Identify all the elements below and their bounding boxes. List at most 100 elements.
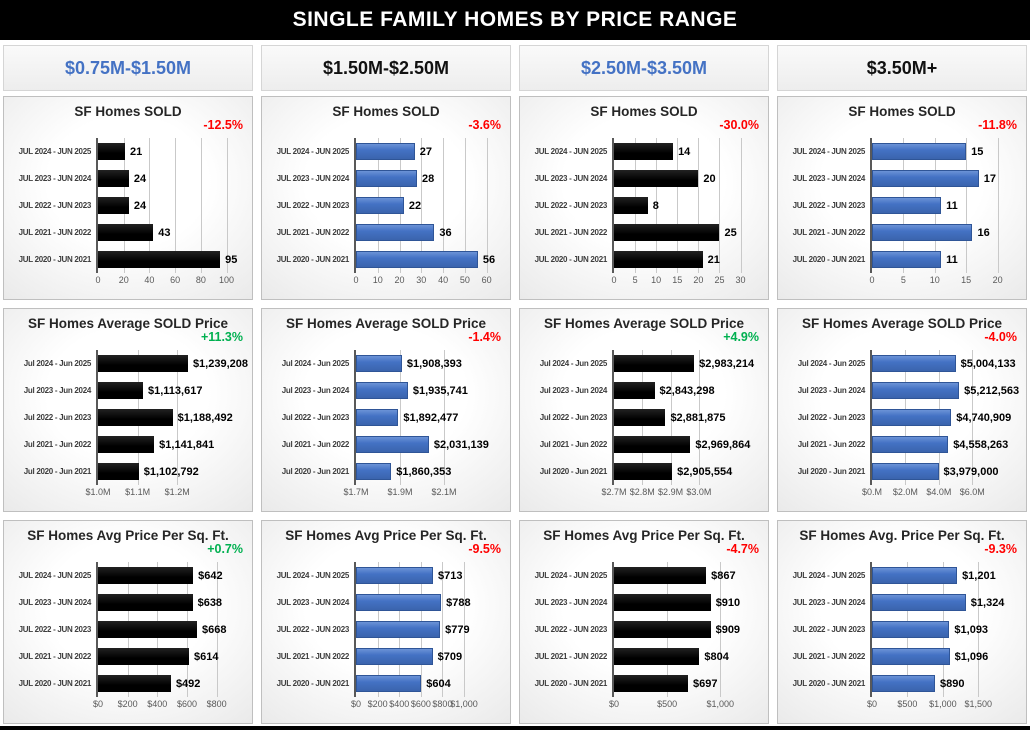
x-tick-label: 15	[961, 275, 972, 285]
bar	[614, 621, 711, 638]
bar-value-label: 27	[419, 145, 433, 158]
gridline	[966, 138, 968, 273]
category-label: Jul 2020 - Jun 2021	[797, 467, 866, 476]
percent-change-label: -3.6%	[468, 118, 501, 132]
x-tick-label: 10	[929, 275, 940, 285]
percent-change-label: +0.7%	[207, 542, 243, 556]
x-tick-label: 0	[95, 275, 101, 285]
category-label: JUL 2021 - JUN 2022	[18, 652, 92, 661]
gridline	[670, 350, 672, 485]
bar	[98, 251, 221, 268]
bar-value-label: $2,881,875	[670, 411, 726, 424]
category-label: JUL 2023 - JUN 2024	[534, 174, 608, 183]
x-tick-label: 30	[416, 275, 427, 285]
bar	[356, 436, 429, 453]
category-label: JUL 2024 - JUN 2025	[276, 147, 350, 156]
x-tick-label: 80	[195, 275, 206, 285]
plot-area-wrap: 21 24 24 43 95 0 20 40 60 80 100	[95, 138, 248, 288]
bar-value-label: 56	[482, 253, 496, 266]
x-tick-label: $3.0M	[686, 487, 712, 497]
category-label: JUL 2020 - JUN 2021	[276, 255, 350, 264]
plot-area: $1,908,393 $1,935,741 $1,892,477 $2,031,139…	[354, 350, 506, 485]
price-range-header-3: $2.50M-$3.50M	[519, 45, 769, 91]
category-label: JUL 2022 - JUN 2023	[18, 625, 92, 634]
chart-body: JUL 2024 - JUN 2025 JUL 2023 - JUN 2024 JU…	[524, 562, 764, 712]
x-tick-label: $600	[410, 699, 431, 709]
x-tick-label: $6.0M	[959, 487, 985, 497]
bar-row: $788	[356, 589, 506, 616]
bar-value-label: $709	[437, 650, 463, 663]
gridline	[400, 350, 401, 485]
price-range-header-2: $1.50M-$2.50M	[261, 45, 511, 91]
bar-row: 43	[98, 219, 248, 246]
bar-row: $713	[356, 562, 506, 589]
price-range-header-row: $0.75M-$1.50M $1.50M-$2.50M $2.50M-$3.50…	[0, 40, 1030, 96]
category-label: Jul 2024 - Jun 2025	[539, 359, 608, 368]
category-label: JUL 2022 - JUN 2023	[792, 625, 866, 634]
bar-value-label: $638	[197, 596, 223, 609]
bar-value-label: 11	[946, 199, 958, 212]
bar	[356, 567, 434, 584]
bar	[614, 170, 699, 187]
category-label: Jul 2022 - Jun 2023	[23, 413, 92, 422]
bar-value-label: 24	[133, 172, 147, 185]
bar-row: 16	[872, 219, 1022, 246]
x-tick-label: $2.8M	[629, 487, 655, 497]
bar-value-label: $1,102,792	[143, 465, 199, 478]
category-label: JUL 2022 - JUN 2023	[18, 201, 92, 210]
bar-row: 14	[614, 138, 764, 165]
bar-row: $1,324	[872, 589, 1022, 616]
bar-row: $614	[98, 643, 248, 670]
chart-title: SF Homes Average SOLD Price	[285, 316, 487, 331]
category-label: JUL 2020 - JUN 2021	[276, 679, 350, 688]
bar-value-label: 15	[971, 145, 984, 158]
bar-value-label: 14	[678, 145, 691, 158]
bar-value-label: $1,935,741	[412, 384, 468, 397]
x-tick-label: $2.7M	[601, 487, 627, 497]
bar	[614, 355, 695, 372]
x-tick-label: $0	[350, 699, 362, 709]
chart-panel: SF Homes Avg Price Per Sq. Ft. +0.7% JUL 2…	[3, 520, 253, 724]
chart-title: SF Homes Avg Price Per Sq. Ft.	[285, 528, 487, 543]
category-label: Jul 2022 - Jun 2023	[281, 413, 350, 422]
category-label: JUL 2024 - JUN 2025	[18, 147, 92, 156]
category-label: JUL 2024 - JUN 2025	[18, 571, 92, 580]
category-label: Jul 2021 - Jun 2022	[797, 440, 866, 449]
bar-row: 24	[98, 165, 248, 192]
x-tick-label: $4.0M	[926, 487, 952, 497]
bar-value-label: $1,096	[954, 650, 989, 663]
category-label: JUL 2022 - JUN 2023	[534, 625, 608, 634]
bar-row: $1,093	[872, 616, 1022, 643]
bar-row: 17	[872, 165, 1022, 192]
gridline	[421, 138, 423, 273]
percent-change-label: +11.3%	[200, 330, 243, 344]
x-tick-label: 20	[693, 275, 704, 285]
bar-value-label: $604	[426, 677, 451, 690]
bar	[356, 409, 399, 426]
bar	[98, 675, 171, 692]
category-label: JUL 2020 - JUN 2021	[18, 679, 92, 688]
x-tick-label: $1.2M	[164, 487, 190, 497]
gridline	[656, 138, 658, 273]
x-tick-label: $2.1M	[431, 487, 457, 497]
x-tick-label: 40	[144, 275, 155, 285]
plot-area-wrap: $867 $910 $909 $804 $697 $0 $500 $1,000	[609, 562, 764, 712]
bar-value-label: $1,201	[962, 569, 996, 582]
bar-value-label: 43	[158, 226, 171, 239]
category-label: JUL 2020 - JUN 2021	[18, 255, 92, 264]
bar-row: $1,201	[872, 562, 1022, 589]
chart-body: JUL 2024 - JUN 2025 JUL 2023 - JUN 2024 JU…	[266, 138, 506, 288]
chart-panel: SF Homes Average SOLD Price +11.3% Jul 202…	[3, 308, 253, 512]
charts-grid: SF Homes SOLD -12.5% JUL 2024 - JUN 2025 JU…	[0, 96, 1030, 724]
bar	[98, 224, 154, 241]
main-title-bar: SINGLE FAMILY HOMES BY PRICE RANGE	[0, 0, 1030, 40]
bar	[614, 648, 700, 665]
bar	[356, 648, 433, 665]
price-range-header-4: $3.50M+	[777, 45, 1027, 91]
chart-body: JUL 2024 - JUN 2025 JUL 2023 - JUN 2024 JU…	[266, 562, 506, 712]
x-tick-label: $0.M	[861, 487, 883, 497]
chart-panel: SF Homes SOLD -30.0% JUL 2024 - JUN 2025 JU…	[519, 96, 769, 300]
x-axis-ticks: $2.7M $2.8M $2.9M $3.0M	[601, 487, 764, 500]
price-range-label: $2.50M-$3.50M	[580, 57, 708, 78]
chart-title: SF Homes SOLD	[848, 104, 956, 119]
